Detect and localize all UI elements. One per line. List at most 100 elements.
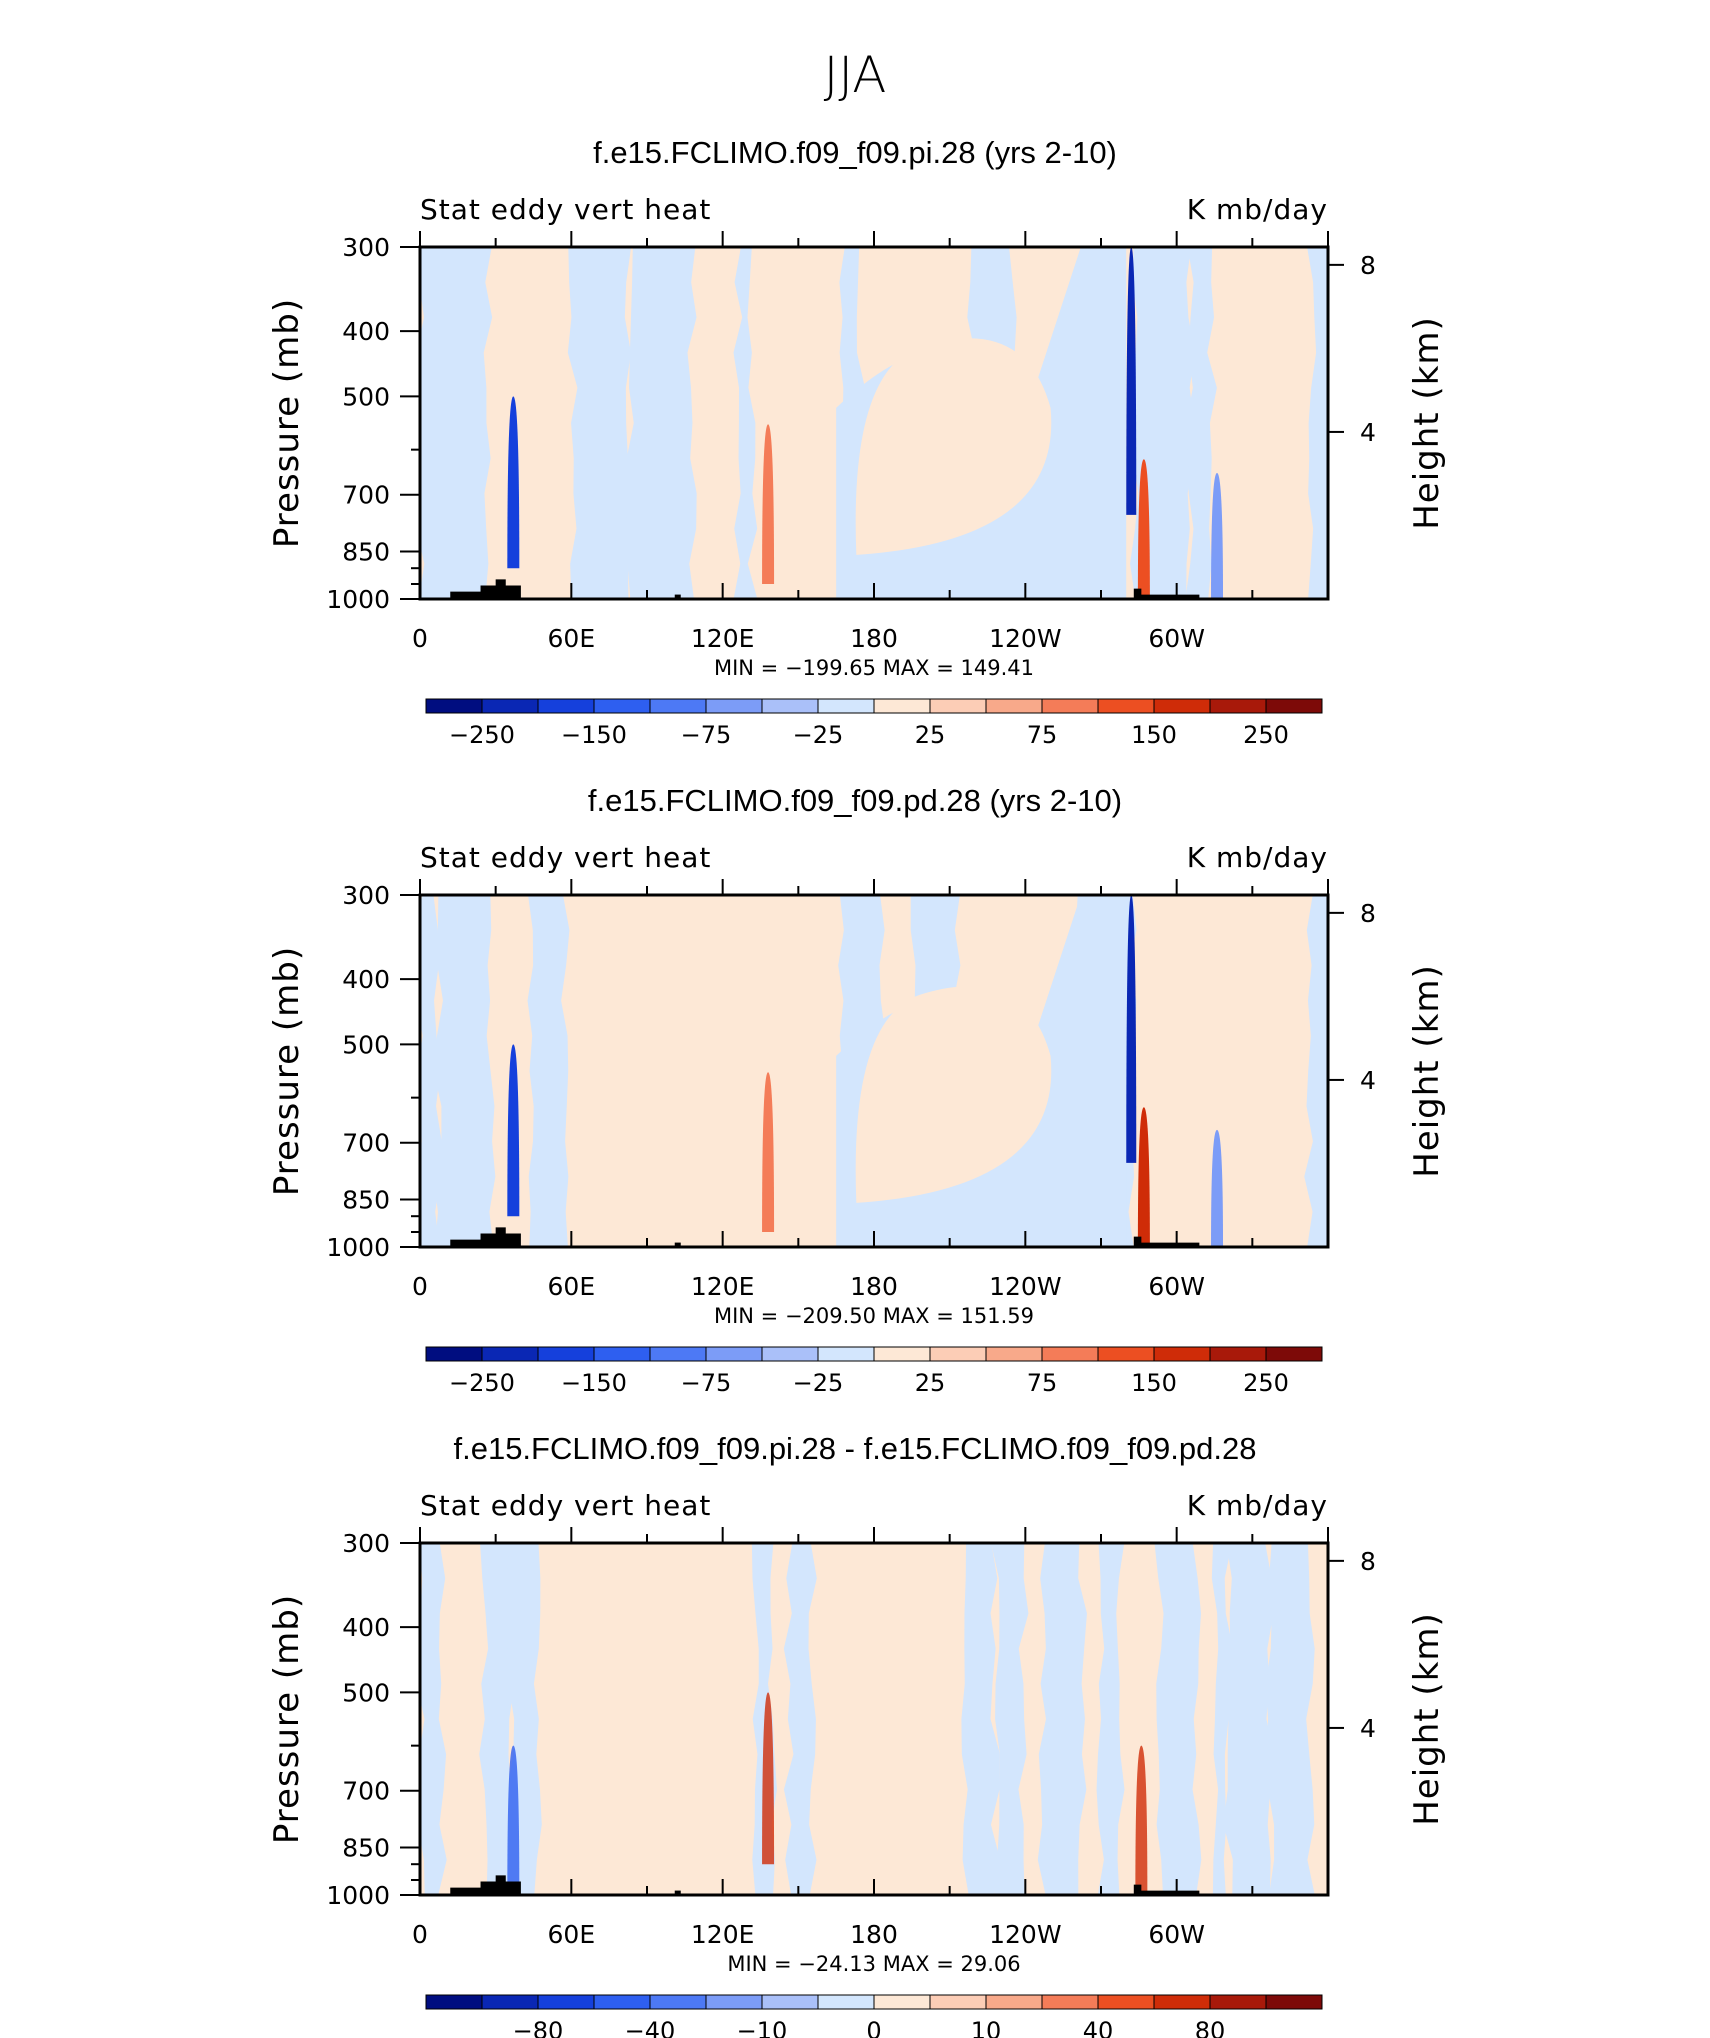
colorbar-swatch <box>649 1346 707 1362</box>
x-tick-label: 120W <box>989 624 1061 653</box>
colorbar-swatch <box>537 698 595 714</box>
mask-america <box>1133 1236 1200 1247</box>
topography-mask <box>450 1875 1200 1895</box>
colorbar-swatch <box>817 1346 875 1362</box>
colorbar-swatch <box>873 698 931 714</box>
figure-title: JJA <box>824 46 887 104</box>
y2-axis-title: Height (km) <box>1407 316 1447 530</box>
anomaly-core <box>1126 895 1137 1163</box>
units-label: K mb/day <box>1187 1489 1328 1522</box>
y-tick-label: 500 <box>342 1678 390 1707</box>
y-tick-label: 700 <box>342 481 390 510</box>
anomaly-core <box>762 1072 775 1233</box>
negative-band <box>433 895 496 1247</box>
y-tick-label: 300 <box>342 233 390 262</box>
y2-tick-label: 4 <box>1360 1714 1376 1743</box>
positive-region <box>855 986 1052 1203</box>
variable-label: Stat eddy vert heat <box>420 841 711 874</box>
panel-2: f.e15.FCLIMO.f09_f09.pd.28 (yrs 2-10) Sta… <box>267 783 1447 1397</box>
negative-band <box>625 247 697 599</box>
x-tick-label: 180 <box>850 624 898 653</box>
y-tick-label: 700 <box>342 1777 390 1806</box>
colorbar-label: 250 <box>1243 721 1289 749</box>
colorbar-swatch <box>537 1346 595 1362</box>
y-tick-label: 850 <box>342 1185 390 1214</box>
colorbar-swatch <box>537 1994 595 2010</box>
colorbar-swatch <box>481 1994 539 2010</box>
x-tick-label: 120E <box>691 624 755 653</box>
units-label: K mb/day <box>1187 841 1328 874</box>
colorbar-label: 75 <box>1027 721 1058 749</box>
panel-1: f.e15.FCLIMO.f09_f09.pi.28 (yrs 2-10) Sta… <box>267 135 1447 749</box>
negative-band <box>783 1543 817 1895</box>
anomaly-core <box>507 1745 520 1895</box>
negative-band <box>420 895 442 1247</box>
colorbar-swatch <box>593 1994 651 2010</box>
negative-band <box>1223 1543 1274 1895</box>
x-tick-label: 0 <box>412 1272 428 1301</box>
colorbar-swatch <box>705 698 763 714</box>
colorbar-swatch <box>1041 1346 1099 1362</box>
x-tick-label: 60W <box>1148 624 1205 653</box>
x-tick-label: 60E <box>548 1272 596 1301</box>
colorbar-swatch <box>1209 1994 1267 2010</box>
colorbar-label: −75 <box>681 1369 732 1397</box>
negative-band <box>420 1543 447 1895</box>
panel-title: f.e15.FCLIMO.f09_f09.pi.28 (yrs 2-10) <box>593 135 1117 170</box>
mask-island <box>674 1242 681 1247</box>
min-max-stats: MIN = −24.13 MAX = 29.06 <box>727 1952 1020 1976</box>
colorbar-swatch <box>1209 1346 1267 1362</box>
x-tick-label: 60E <box>548 624 596 653</box>
anomaly-core <box>1137 1107 1150 1247</box>
colorbar-label: 40 <box>1083 2017 1114 2038</box>
colorbar-label: −25 <box>793 1369 844 1397</box>
y-tick-label: 300 <box>342 1529 390 1558</box>
heatmap-field <box>420 895 1328 1247</box>
negative-band <box>567 247 632 599</box>
negative-band <box>961 1543 1001 1895</box>
y-tick-label: 850 <box>342 1833 390 1862</box>
colorbar-swatch <box>425 1346 483 1362</box>
y-tick-label: 400 <box>342 1613 390 1642</box>
colorbar-swatch <box>1265 698 1323 714</box>
negative-band <box>527 895 570 1247</box>
colorbar-swatch <box>873 1346 931 1362</box>
x-tick-label: 180 <box>850 1920 898 1949</box>
y-tick-label: 400 <box>342 965 390 994</box>
colorbar-swatch <box>425 698 483 714</box>
colorbar-swatch <box>985 1994 1043 2010</box>
colorbar-swatch <box>873 1994 931 2010</box>
panel-3: f.e15.FCLIMO.f09_f09.pi.28 - f.e15.FCLIM… <box>267 1431 1447 2038</box>
y2-axis-title: Height (km) <box>1407 1612 1447 1826</box>
colorbar-swatch <box>481 1346 539 1362</box>
x-tick-label: 120W <box>989 1272 1061 1301</box>
variable-label: Stat eddy vert heat <box>420 1489 711 1522</box>
colorbar-swatch <box>593 698 651 714</box>
colorbar-swatch <box>1041 1994 1099 2010</box>
colorbar-swatch <box>425 1994 483 2010</box>
colorbar-label: −150 <box>561 721 627 749</box>
colorbar-label: 150 <box>1131 1369 1177 1397</box>
colorbar-swatch <box>817 1994 875 2010</box>
heatmap-field <box>420 1543 1328 1895</box>
negative-band <box>420 247 493 599</box>
negative-band <box>1037 1543 1087 1895</box>
panel-title: f.e15.FCLIMO.f09_f09.pi.28 - f.e15.FCLIM… <box>453 1431 1256 1466</box>
negative-band <box>1307 247 1328 599</box>
x-tick-label: 60W <box>1148 1272 1205 1301</box>
colorbar-label: 10 <box>971 2017 1002 2038</box>
colorbar-swatch <box>649 1994 707 2010</box>
negative-band <box>1154 1543 1202 1895</box>
colorbar-label: 80 <box>1195 2017 1226 2038</box>
mask-america <box>1133 1884 1200 1895</box>
y-tick-label: 1000 <box>326 1233 390 1262</box>
y-tick-label: 300 <box>342 881 390 910</box>
variable-label: Stat eddy vert heat <box>420 193 711 226</box>
panel-title: f.e15.FCLIMO.f09_f09.pd.28 (yrs 2-10) <box>588 783 1122 818</box>
y2-axis-title: Height (km) <box>1407 964 1447 1178</box>
colorbar-swatch <box>1265 1994 1323 2010</box>
x-tick-label: 0 <box>412 624 428 653</box>
mask-africa <box>450 1227 521 1247</box>
colorbar-swatch <box>929 1346 987 1362</box>
min-max-stats: MIN = −199.65 MAX = 149.41 <box>714 656 1034 680</box>
